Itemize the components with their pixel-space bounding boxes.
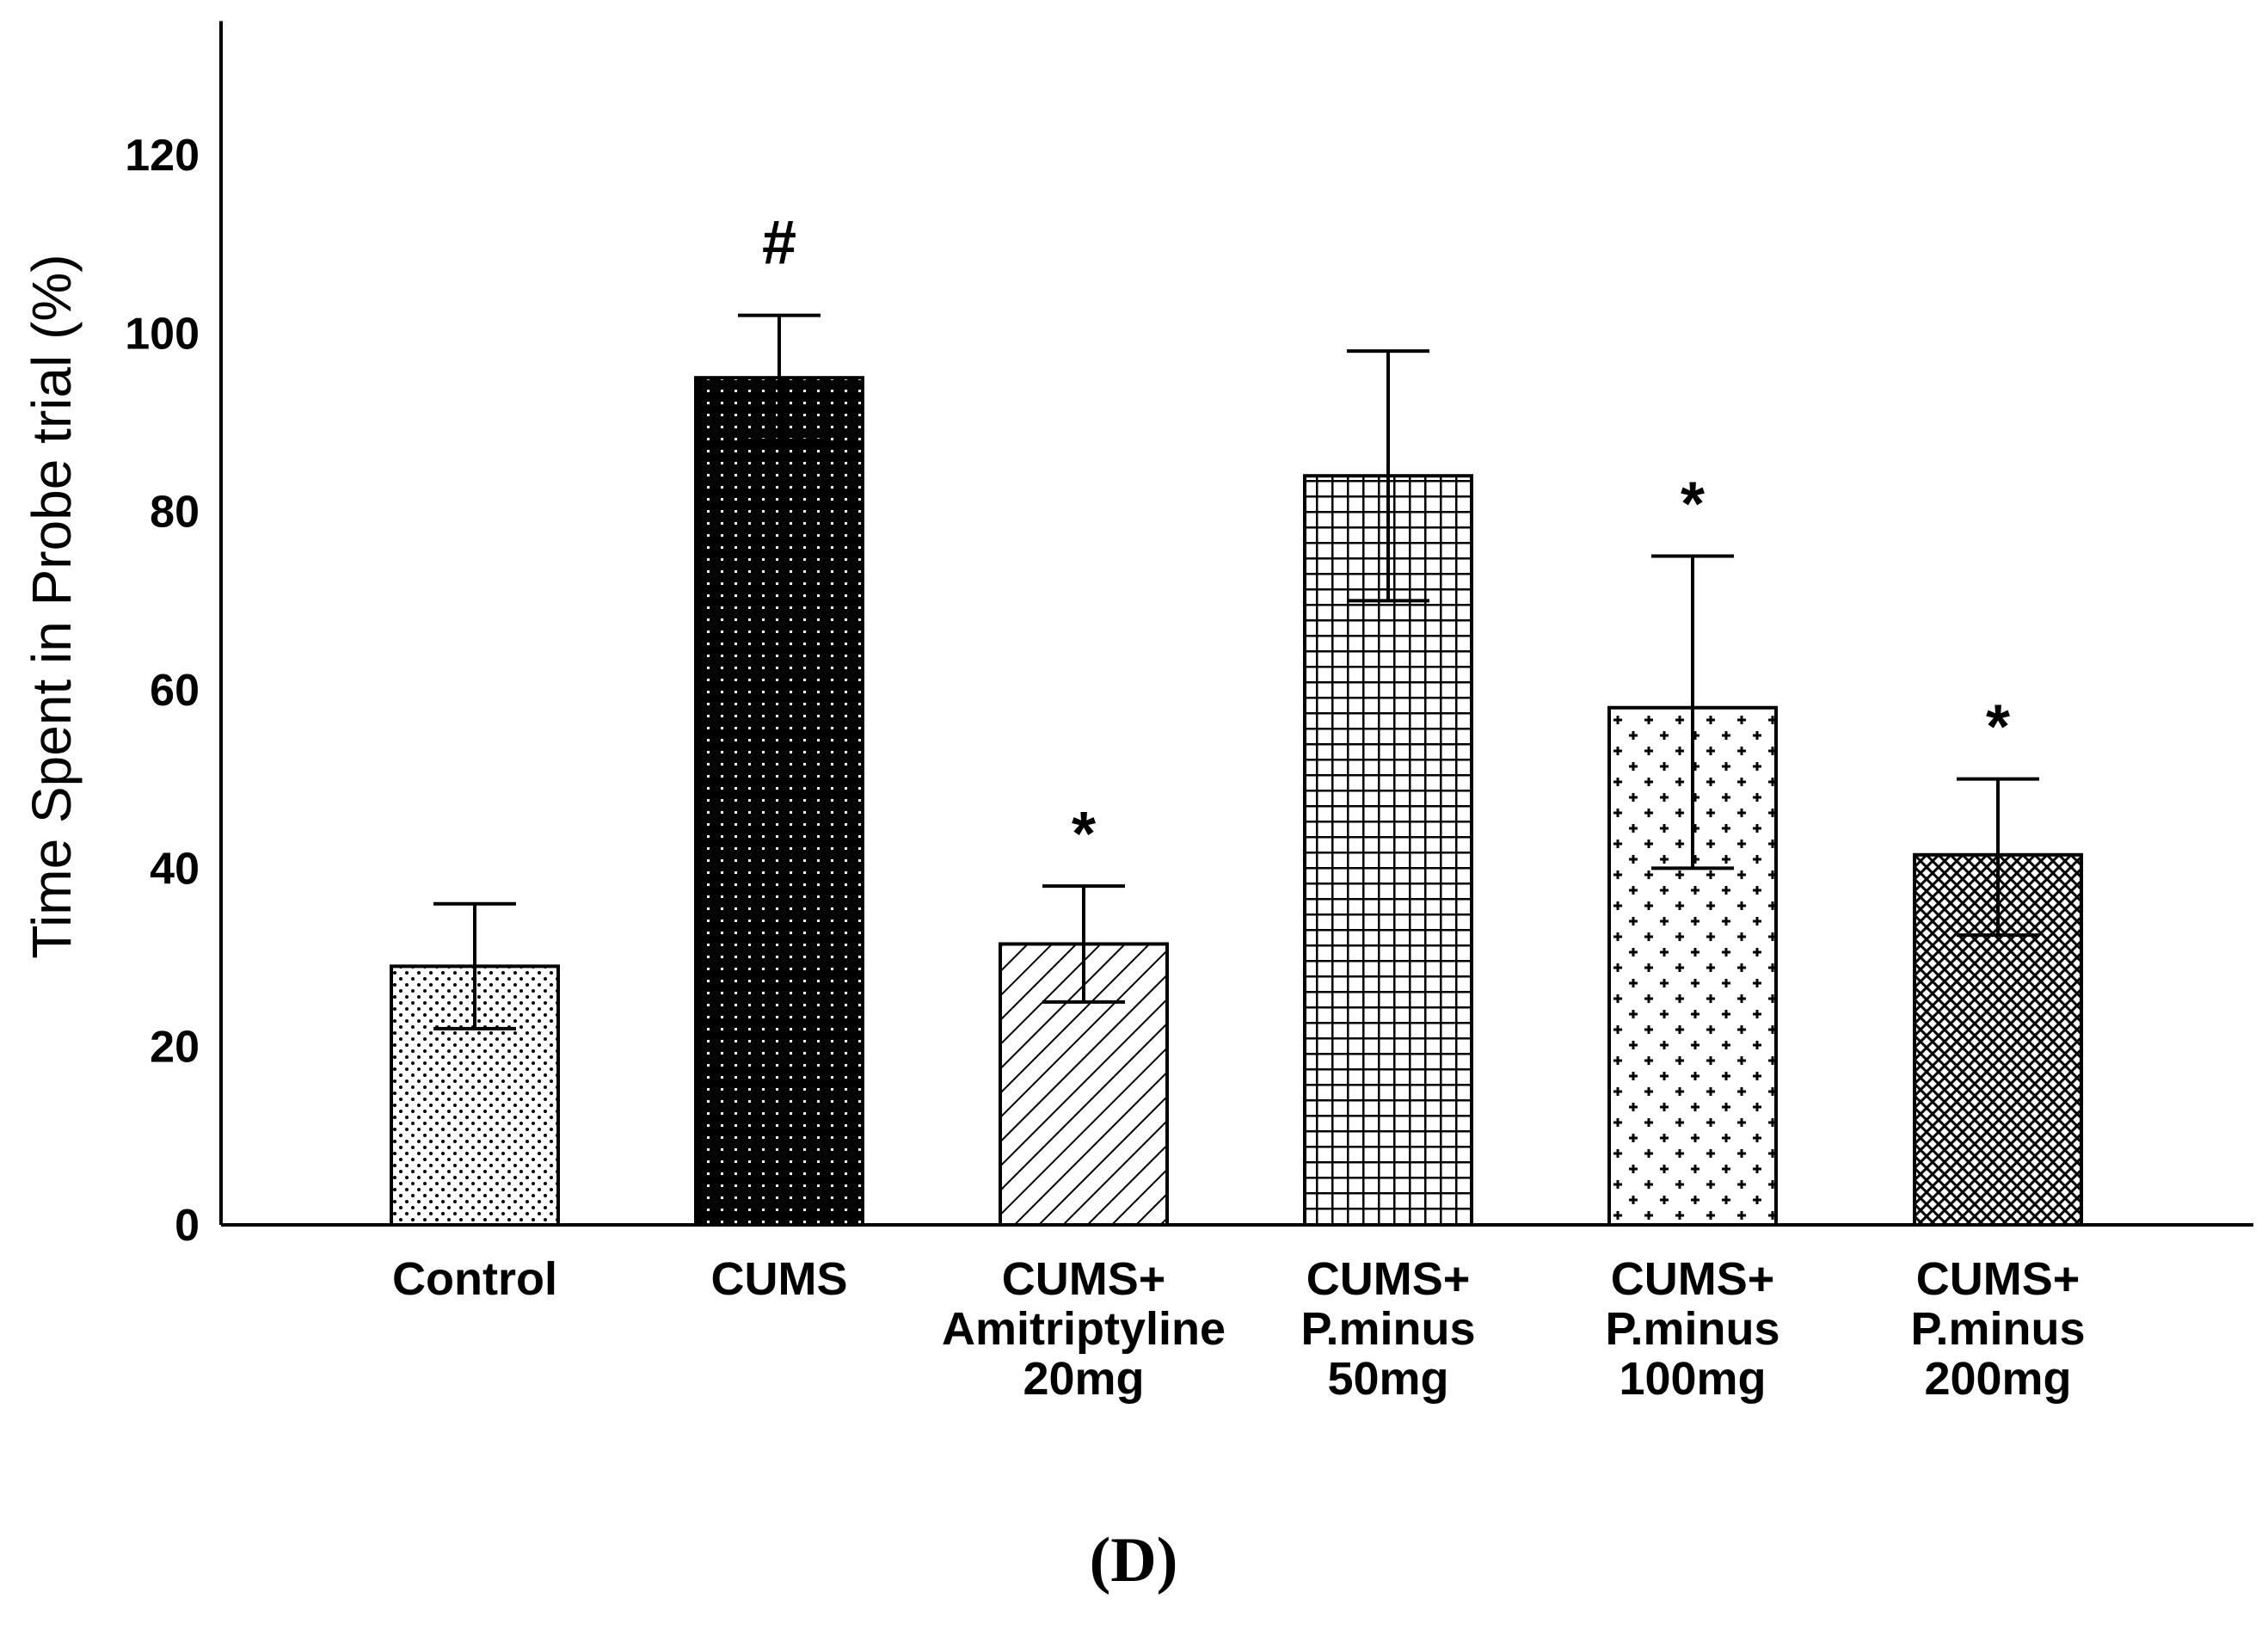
category-label-line: CUMS+ — [1306, 1253, 1471, 1305]
y-tick-label: 120 — [125, 131, 200, 181]
significance-marker: * — [1072, 800, 1096, 869]
y-tick-label: 60 — [150, 666, 200, 716]
y-tick-label: 40 — [150, 844, 200, 894]
bar-group — [1303, 349, 1473, 1227]
y-tick-label: 0 — [175, 1201, 200, 1251]
category-label: CUMS+ P.minus 100mg — [1605, 1253, 1779, 1405]
category-label: CUMS+ P.minus 200mg — [1910, 1253, 2085, 1405]
category-label-line: Control — [392, 1253, 557, 1305]
category-label-line: CUMS+ — [1611, 1253, 1775, 1305]
y-tick-label: 80 — [150, 488, 200, 538]
y-axis-title: Time Spent in Probe trial (%) — [21, 254, 83, 958]
significance-marker: * — [1986, 693, 2010, 762]
category-label-line: P.minus — [1910, 1303, 2085, 1355]
category-label-line: Amitriptyline — [942, 1303, 1226, 1355]
bar-group — [1913, 777, 2083, 1227]
category-label-line: 100mg — [1619, 1353, 1766, 1405]
category-label: CUMS+ Amitriptyline 20mg — [942, 1253, 1226, 1405]
y-tick-label: 20 — [150, 1023, 200, 1073]
bar-group — [1607, 554, 1778, 1227]
category-label: CUMS — [711, 1253, 848, 1305]
bar-group — [390, 901, 560, 1227]
category-label: Control — [392, 1253, 557, 1305]
significance-marker: * — [1681, 471, 1705, 539]
category-label-line: CUMS — [711, 1253, 848, 1305]
category-label-line: 20mg — [1023, 1353, 1144, 1405]
category-label-line: 50mg — [1327, 1353, 1448, 1405]
category-label-line: CUMS+ — [1002, 1253, 1166, 1305]
category-label-line: P.minus — [1605, 1303, 1779, 1355]
y-tick-label: 100 — [125, 309, 200, 359]
bars — [390, 313, 2083, 1227]
bar-group — [999, 884, 1169, 1227]
category-label-line: P.minus — [1300, 1303, 1475, 1355]
bar-group — [694, 313, 864, 1227]
category-label-line: CUMS+ — [1916, 1253, 2081, 1305]
panel-label: (D) — [1090, 1525, 1178, 1596]
significance-marker: # — [762, 209, 796, 278]
bar — [694, 376, 864, 1227]
category-label-line: 200mg — [1924, 1353, 2071, 1405]
category-label: CUMS+ P.minus 50mg — [1300, 1253, 1475, 1405]
